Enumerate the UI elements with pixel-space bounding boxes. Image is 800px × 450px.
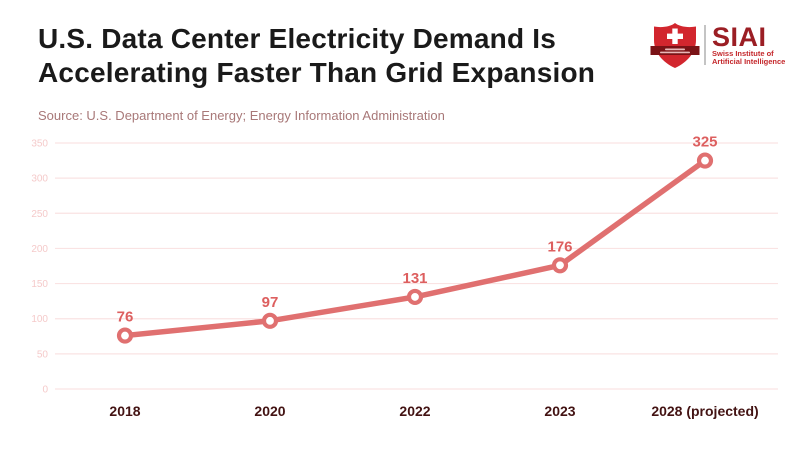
x-tick-label: 2023 [544,403,575,419]
data-point-marker [116,327,134,344]
data-point-label: 131 [402,270,427,287]
logo-acronym: SIAI [712,21,767,52]
y-tick-label: 0 [42,385,48,396]
page-title-line2: Accelerating Faster Than Grid Expansion [38,57,596,88]
x-tick-label: 2018 [109,403,140,419]
data-point-marker [551,257,569,274]
data-point-marker [406,288,424,306]
siai-logo: SIAI Swiss Institute of Artificial Intel… [650,20,785,70]
logo-divider [704,25,706,65]
line-chart: 0 50 100 150 200 250 300 350 2018 2020 2022 2023 202… [31,134,778,419]
logo-name-line2: Artificial Intelligence [712,57,786,66]
y-tick-label: 250 [31,209,48,220]
y-tick-label: 150 [31,279,48,290]
x-tick-label: 2028 (projected) [651,403,758,419]
logo-name-line1: Swiss Institute of [712,48,774,58]
y-tick-label: 200 [31,244,48,255]
x-tick-label: 2020 [254,403,285,419]
x-tick-label: 2022 [399,403,430,419]
header: U.S. Data Center Electricity Demand Is Ac… [38,22,638,90]
page-title: U.S. Data Center Electricity Demand Is Ac… [38,22,638,90]
data-point-marker [261,312,279,329]
logo-text: SIAI Swiss Institute of Artificial Intel… [712,21,786,67]
data-point-label: 76 [117,309,134,326]
data-point-label: 97 [262,294,279,311]
y-tick-label: 50 [37,349,49,360]
source-note: Source: U.S. Department of Energy; Energ… [38,108,445,123]
y-tick-label: 300 [31,174,48,185]
data-point-marker [696,152,714,169]
data-point-label: 325 [692,134,717,151]
y-tick-label: 100 [31,314,48,325]
swiss-shield-icon [650,23,700,68]
y-tick-label: 350 [31,139,48,150]
page-title-line1: U.S. Data Center Electricity Demand Is [38,23,556,54]
data-point-label: 176 [547,238,572,255]
